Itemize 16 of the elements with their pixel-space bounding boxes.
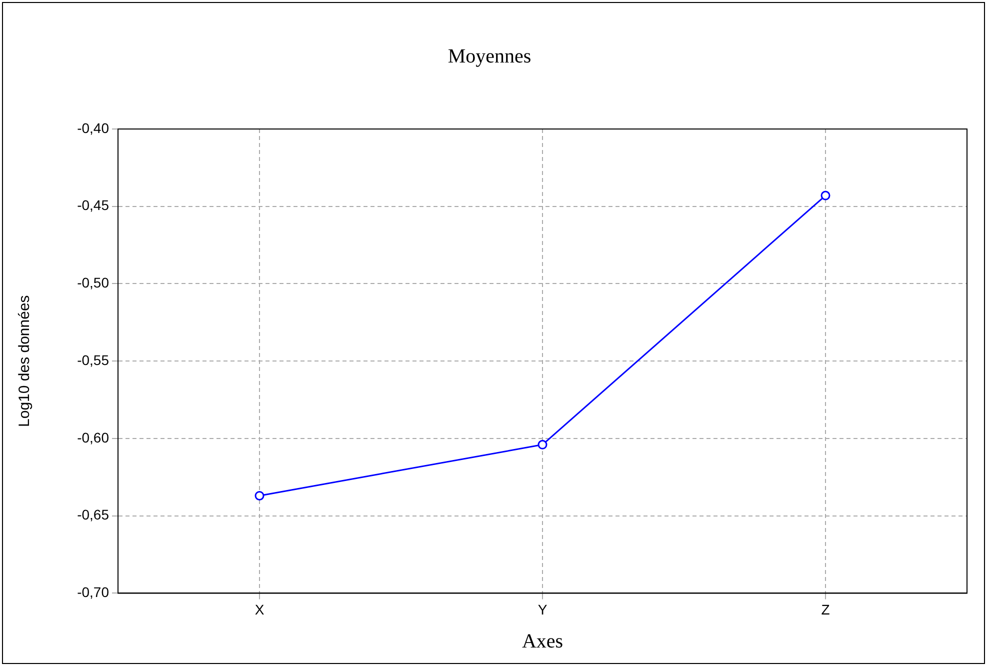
y-tick-label: -0,40 [77,120,110,136]
y-axis-title: Log10 des données [16,295,34,427]
chart-title: Moyennes [448,45,532,68]
y-tick-label: -0,65 [77,506,110,523]
x-tick-label: X [254,601,265,618]
x-axis-title: Axes [522,630,564,652]
point [820,190,830,200]
point [538,440,548,450]
y-tick-label: -0,55 [77,352,110,368]
x-tick-label: Y [538,601,548,618]
x-tick-label: Z [821,601,830,618]
point [254,490,264,500]
y-tick-label: -0,50 [77,274,110,291]
y-tick-label: -0,60 [77,429,110,446]
y-tick-label: -0,70 [77,584,110,600]
y-tick-label: -0,45 [77,197,110,214]
